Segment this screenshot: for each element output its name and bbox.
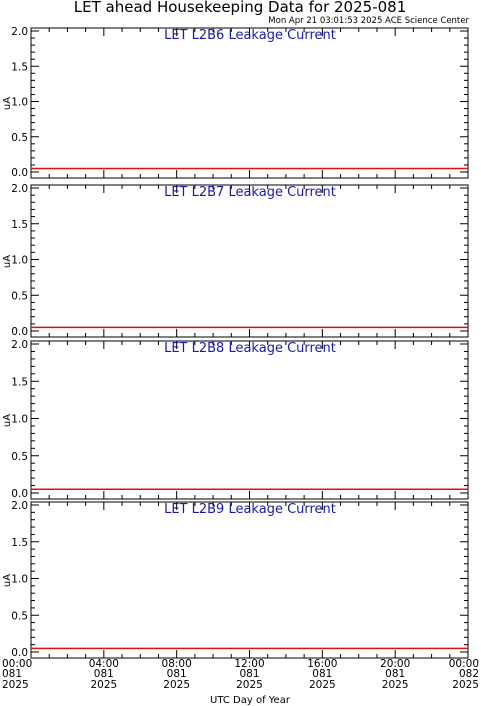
x-tick-label-doy: 081 [2,668,22,680]
timestamp: Mon Apr 21 03:01:53 2025 ACE Science Cen… [268,16,469,26]
y-tick-label: 0.0 [11,167,28,179]
x-tick-label-doy: 081 [385,668,405,680]
y-tick-label: 1.0 [11,414,28,426]
y-tick-label: 1.5 [11,219,28,231]
x-tick-label-time: 08:00 [162,658,192,670]
y-tick-label: 1.0 [11,97,28,109]
plot-frame [30,501,469,659]
y-tick-label: 1.5 [11,61,28,73]
y-tick-label: 1.0 [11,255,28,267]
y-tick-label: 1.5 [11,537,28,549]
y-axis-label: uA [2,97,13,110]
panel-title: LET L2B6 Leakage Current [164,28,336,43]
plot-frame [30,184,469,338]
x-tick-label-time: 12:00 [234,658,264,670]
panel-3: 0.0 0.5 1.0 1.5 2.0 uA LET L2B8 Leakage Curren… [2,339,469,500]
x-tick-label-time: 04:00 [89,658,119,670]
x-tick-label-doy: 081 [94,668,114,680]
panel-title: LET L2B9 Leakage Current [164,502,336,517]
y-tick-label: 0.0 [11,488,28,500]
figure-title: LET ahead Housekeeping Data for 2025-081 [74,0,406,16]
plot-frame [30,340,469,500]
x-tick-label-doy: 081 [312,668,332,680]
y-tick-label: 2.0 [11,500,28,512]
y-tick-label: 2.0 [11,26,28,38]
y-tick-label: 0.0 [11,326,28,338]
panels: 0.0 0.5 1.0 1.5 2.0 uA LET L2B6 Leakage Curren… [2,26,469,659]
x-tick-label-time: 16:00 [307,658,337,670]
x-tick-label-year: 2025 [382,679,409,691]
x-tick-label-year: 2025 [309,679,336,691]
x-tick-label-year: 2025 [452,679,479,691]
panel-title: LET L2B8 Leakage Current [164,341,336,356]
x-axis: 00:00081202504:00081202508:00081202512:0… [2,658,479,691]
y-tick-label: 2.0 [11,183,28,195]
plot-frame [30,27,469,179]
x-tick-label-year: 2025 [163,679,190,691]
y-tick-label: 0.5 [11,610,28,622]
x-tick-label-doy: 082 [459,668,479,680]
y-axis-label: uA [2,255,13,268]
y-tick-label: 1.0 [11,574,28,586]
x-tick-label-time: 00:00 [2,658,32,670]
x-tick-label-year: 2025 [90,679,117,691]
x-tick-label-time: 00:00 [449,658,479,670]
y-tick-label: 0.5 [11,451,28,463]
x-tick-label-time: 20:00 [380,658,410,670]
x-axis-label: UTC Day of Year [210,695,291,706]
panel-4: 0.0 0.5 1.0 1.5 2.0 uA LET L2B9 Leakage Curren… [2,500,469,659]
y-tick-label: 0.5 [11,132,28,144]
x-tick-label-doy: 081 [239,668,259,680]
y-tick-label: 2.0 [11,339,28,351]
panel-title: LET L2B7 Leakage Current [164,185,336,200]
x-tick-label-doy: 081 [167,668,187,680]
y-tick-label: 1.5 [11,376,28,388]
y-axis-label: uA [2,414,13,427]
x-tick-label-year: 2025 [236,679,263,691]
y-axis-label: uA [2,574,13,587]
y-tick-label: 0.5 [11,290,28,302]
panel-2: 0.0 0.5 1.0 1.5 2.0 uA LET L2B7 Leakage Curren… [2,183,469,338]
x-tick-label-year: 2025 [2,679,29,691]
y-tick-label: 0.0 [11,647,28,659]
panel-1: 0.0 0.5 1.0 1.5 2.0 uA LET L2B6 Leakage Curren… [2,26,469,179]
